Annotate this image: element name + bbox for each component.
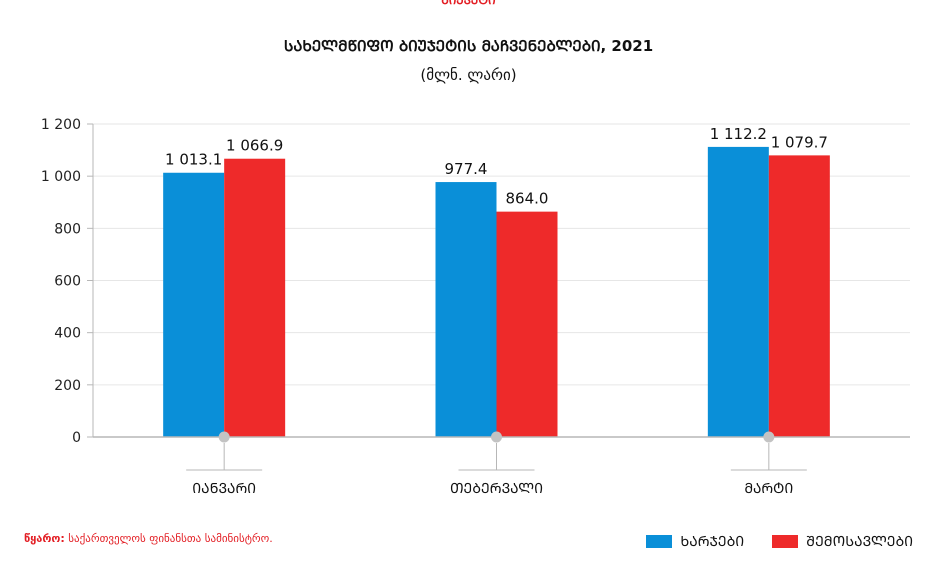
legend-item-expenditures: ᲮᲐᲠᲯᲔᲑᲘ	[646, 532, 744, 551]
data-label: 1 066.9	[226, 137, 283, 155]
data-label: 1 112.2	[710, 125, 767, 143]
legend-item-revenues: ᲨᲔᲛᲝᲡᲐᲕᲚᲔᲑᲘ	[772, 532, 913, 551]
legend-swatch-expenditures	[646, 535, 673, 548]
y-axis: 0 200 400 600 800 1 000 1 200	[41, 117, 94, 446]
bar	[707, 146, 769, 437]
y-tick-label: 1 200	[41, 117, 81, 133]
bar	[435, 182, 497, 437]
y-tick-label: 0	[72, 430, 81, 446]
top-label: ᲑᲘᲣᲯᲔᲢᲘ	[441, 0, 496, 7]
bar	[496, 211, 558, 437]
y-tick-label: 800	[54, 221, 81, 237]
legend: ᲮᲐᲠᲯᲔᲑᲘ ᲨᲔᲛᲝᲡᲐᲕᲚᲔᲑᲘ	[646, 532, 913, 551]
data-label: 1 079.7	[771, 133, 828, 151]
source-note: წყარო: საქართველოს ფინანსთა სამინისტრო.	[24, 532, 273, 545]
bar	[163, 172, 225, 437]
x-category-marker	[218, 431, 230, 443]
chart-subtitle: (მლნ. ლარი)	[420, 66, 517, 84]
x-tick-label: ᲘᲐᲜᲕᲐᲠᲘ	[192, 481, 256, 497]
chart-title: ᲡᲐᲮᲔᲚᲛᲬᲘᲤᲝ ᲑᲘᲣᲯᲔᲢᲘᲡ ᲛᲐᲩᲕᲔᲜᲔᲑᲚᲔᲑᲘ, 2021	[283, 37, 654, 55]
data-label: 1 013.1	[165, 151, 222, 169]
legend-label-revenues: ᲨᲔᲛᲝᲡᲐᲕᲚᲔᲑᲘ	[806, 534, 913, 550]
x-tick-label: ᲗᲔᲑᲔᲠᲕᲐᲚᲘ	[450, 481, 543, 497]
bar	[224, 158, 286, 437]
data-labels: 1 013.11 066.9 977.4 864.0 1 112.2 1 079.7	[165, 125, 828, 208]
y-tick-label: 600	[54, 274, 81, 290]
legend-label-expenditures: ᲮᲐᲠᲯᲔᲑᲘ	[680, 534, 745, 550]
y-tick-label: 400	[54, 326, 81, 342]
x-category-marker	[491, 431, 502, 443]
y-tick-label: 1 000	[41, 169, 81, 185]
x-axis: ᲘᲐᲜᲕᲐᲠᲘ ᲗᲔᲑᲔᲠᲕᲐᲚᲘ ᲛᲐᲠᲢᲘ	[93, 431, 910, 497]
bar	[768, 155, 830, 438]
x-tick-label: ᲛᲐᲠᲢᲘ	[744, 481, 793, 497]
bars	[163, 146, 830, 438]
source-label: წყარო:	[24, 532, 65, 545]
y-tick-label: 200	[54, 378, 81, 394]
x-category-marker	[763, 431, 775, 443]
data-label: 864.0	[506, 190, 549, 208]
legend-swatch-revenues	[772, 535, 799, 548]
data-label: 977.4	[445, 160, 488, 178]
source-text: საქართველოს ფინანსთა სამინისტრო.	[68, 532, 273, 545]
